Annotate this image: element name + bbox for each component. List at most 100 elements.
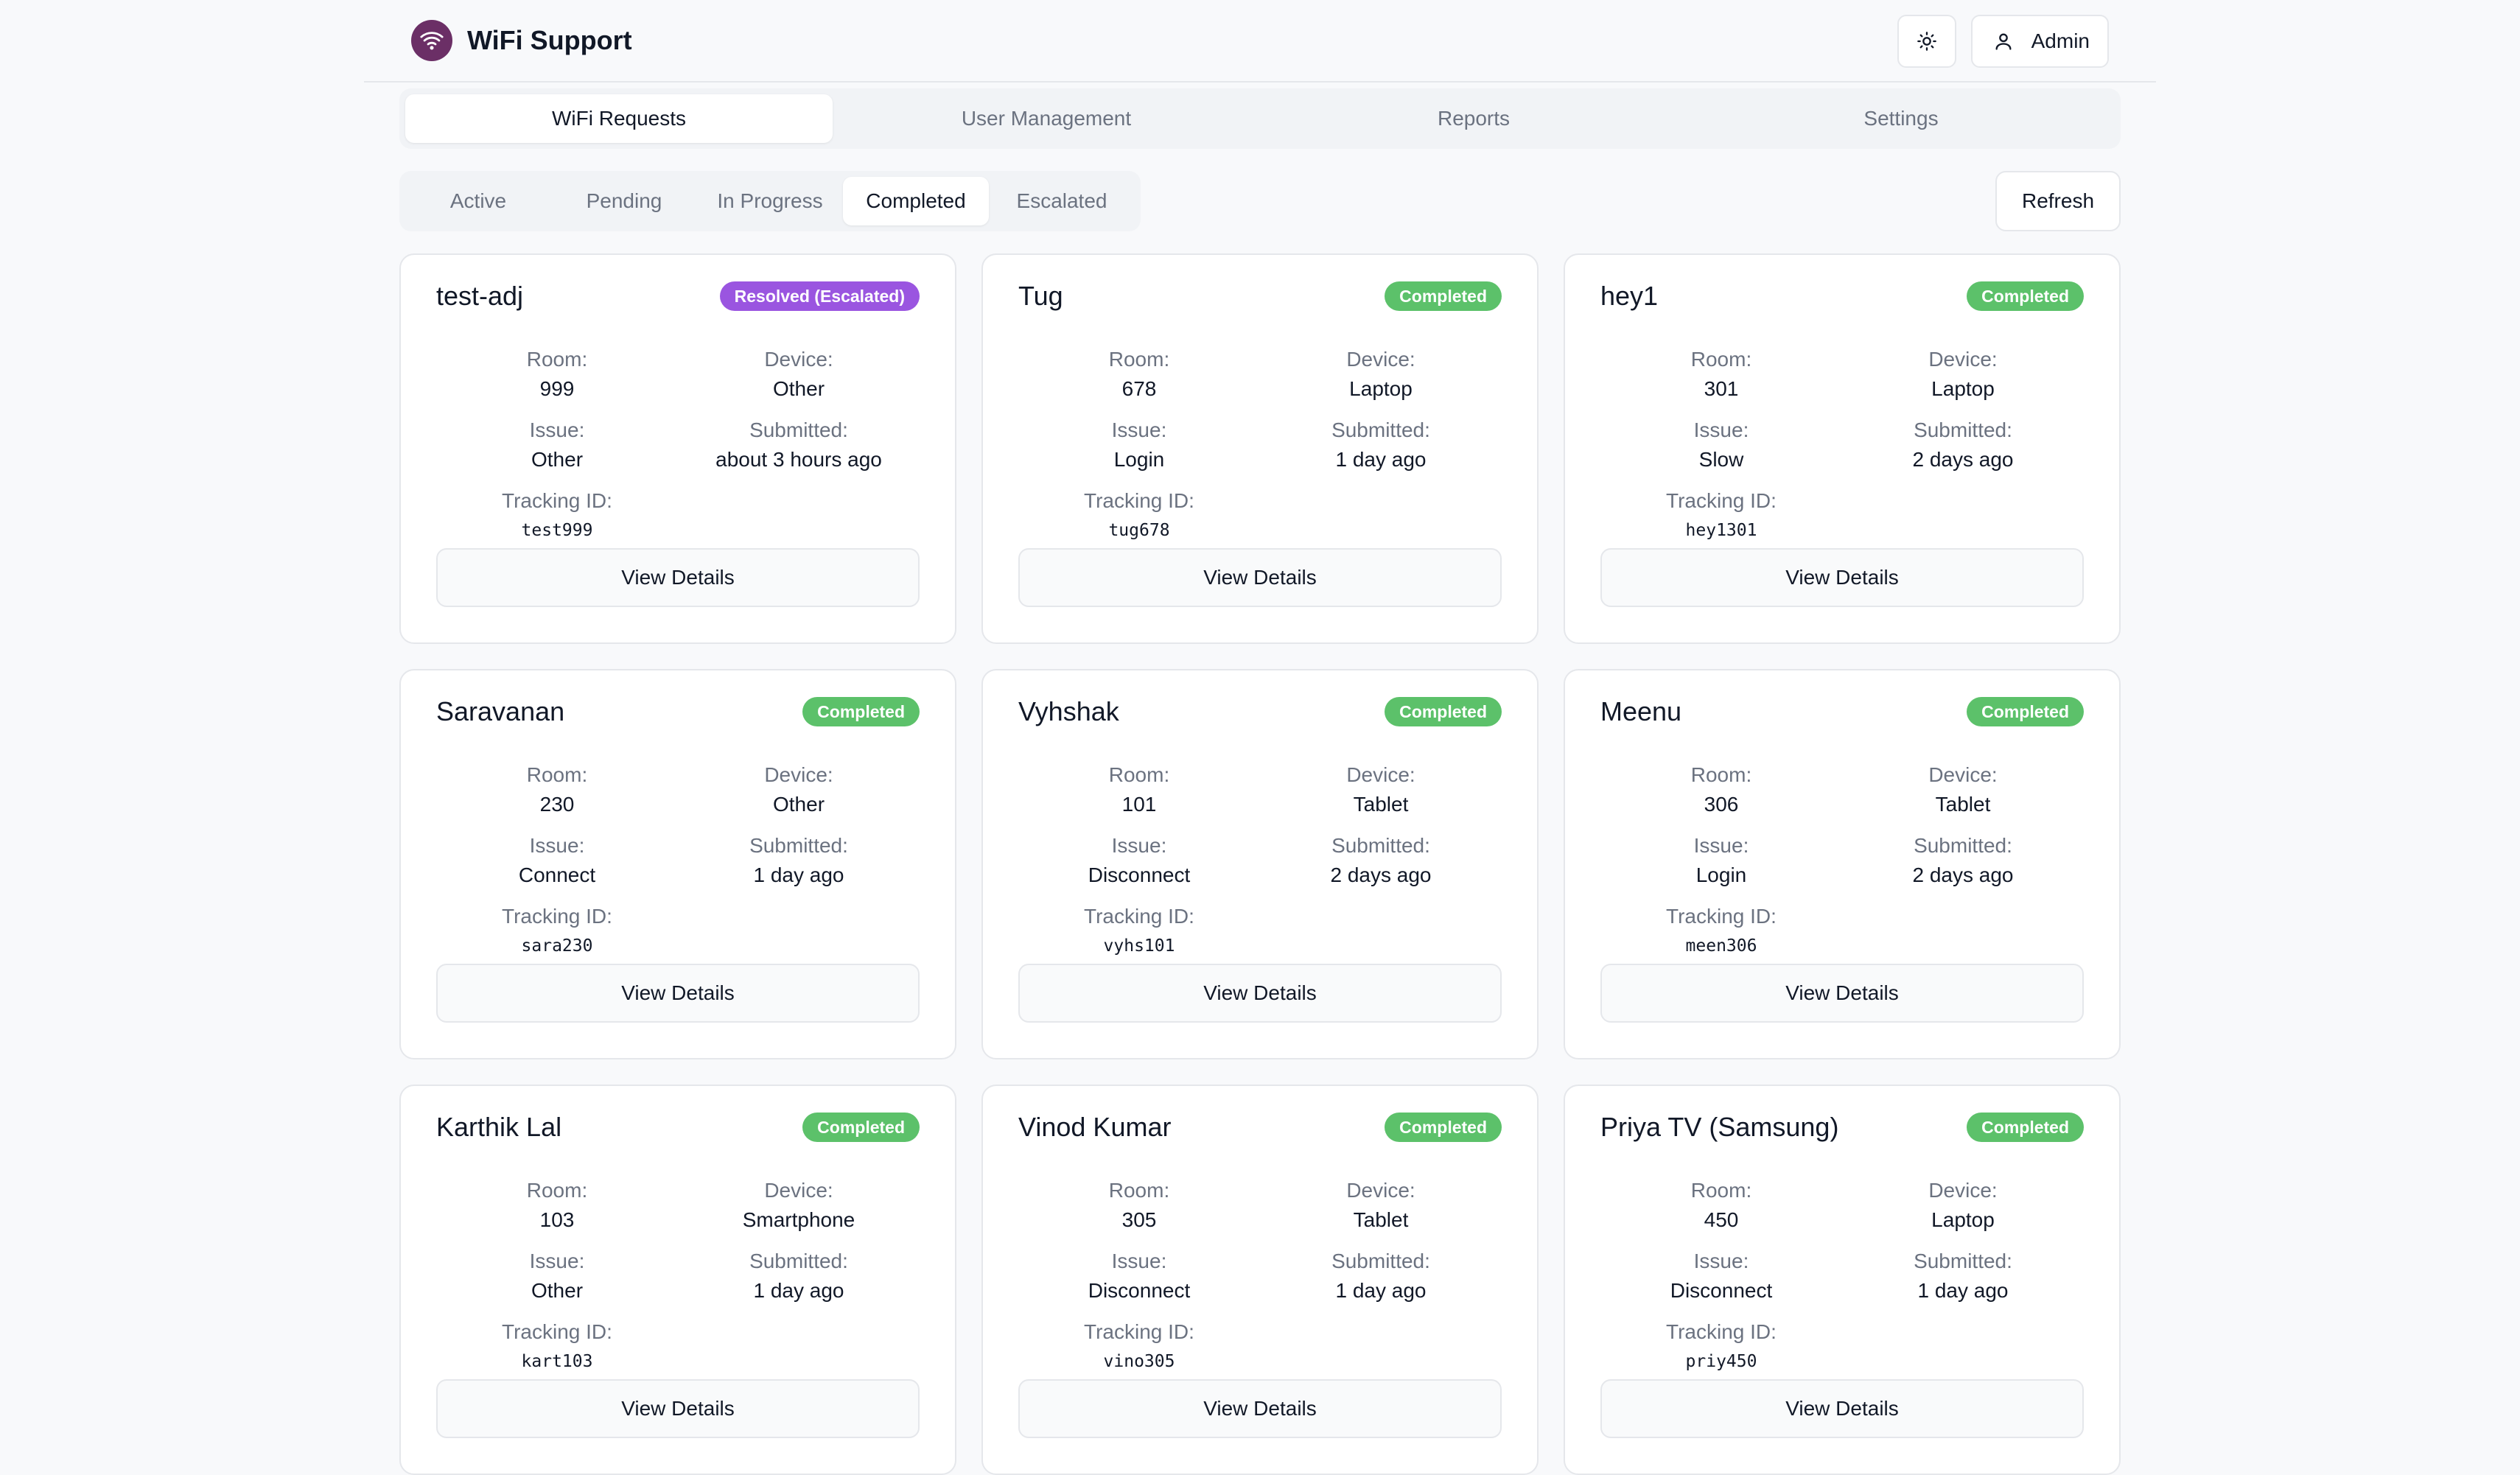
submitted-label: Submitted: [1914, 834, 2012, 857]
tracking-label: Tracking ID: [1084, 905, 1194, 928]
view-details-button[interactable]: View Details [1600, 964, 2084, 1023]
tab-wifi-requests[interactable]: WiFi Requests [405, 94, 833, 143]
wifi-icon [411, 20, 452, 61]
device-label: Device: [1928, 348, 1998, 371]
room-label: Room: [526, 1179, 588, 1202]
view-details-button[interactable]: View Details [1018, 548, 1502, 607]
status-badge: Completed [1967, 281, 2084, 311]
request-card: Vinod Kumar Completed Room: 305 Device: Ta… [981, 1085, 1539, 1475]
issue-label: Issue: [529, 1250, 585, 1272]
tab-completed[interactable]: Completed [843, 177, 989, 225]
device-value: Laptop [1931, 377, 1995, 400]
status-tabs: Active Pending In Progress Completed Esc… [399, 171, 1141, 231]
room-value: 230 [539, 793, 575, 816]
tab-active[interactable]: Active [449, 189, 507, 212]
submitted-label: Submitted: [1331, 834, 1430, 857]
room-value: 103 [539, 1208, 575, 1231]
sun-icon [1917, 31, 1937, 52]
device-value: Tablet [1935, 793, 1991, 816]
issue-value: Login [1113, 448, 1165, 471]
request-grid: test-adj Resolved (Escalated) Room: 999 D… [399, 253, 2121, 1475]
tracking-id: tug678 [1108, 521, 1170, 540]
tracking-id: vino305 [1103, 1352, 1175, 1371]
theme-toggle-button[interactable] [1897, 15, 1956, 68]
view-details-button[interactable]: View Details [436, 1379, 920, 1438]
submitted-value: 1 day ago [1335, 1279, 1427, 1302]
issue-label: Issue: [1111, 834, 1167, 857]
issue-value: Other [531, 448, 584, 471]
view-details-button[interactable]: View Details [436, 548, 920, 607]
refresh-button[interactable]: Refresh [1995, 171, 2121, 231]
submitted-value: 1 day ago [753, 1279, 844, 1302]
device-label: Device: [764, 1179, 833, 1202]
tracking-id: meen306 [1685, 936, 1757, 956]
issue-value: Slow [1698, 448, 1744, 471]
request-card: Saravanan Completed Room: 230 Device: Othe… [399, 669, 956, 1059]
tracking-label: Tracking ID: [1666, 1320, 1777, 1343]
device-value: Tablet [1353, 793, 1409, 816]
tracking-label: Tracking ID: [1084, 489, 1194, 512]
tab-settings[interactable]: Settings [1863, 107, 1939, 130]
issue-label: Issue: [529, 834, 585, 857]
device-label: Device: [764, 348, 833, 371]
requester-name: Vinod Kumar [1018, 1112, 1172, 1142]
tab-reports[interactable]: Reports [1437, 107, 1511, 130]
device-value: Laptop [1349, 377, 1413, 400]
view-details-button[interactable]: View Details [1600, 1379, 2084, 1438]
view-details-button[interactable]: View Details [1600, 548, 2084, 607]
requester-name: Vyhshak [1018, 696, 1119, 726]
tracking-label: Tracking ID: [1666, 489, 1777, 512]
status-badge: Completed [1967, 1113, 2084, 1142]
device-label: Device: [1346, 348, 1415, 371]
tab-pending[interactable]: Pending [586, 189, 662, 212]
device-value: Other [772, 793, 825, 816]
tracking-id: priy450 [1685, 1352, 1757, 1371]
device-value: Smartphone [742, 1208, 855, 1231]
tracking-label: Tracking ID: [1666, 905, 1777, 928]
tab-in-progress[interactable]: In Progress [717, 189, 823, 212]
room-value: 678 [1121, 377, 1157, 400]
request-card: Vyhshak Completed Room: 101 Device: Tablet… [981, 669, 1539, 1059]
submitted-value: 2 days ago [1330, 863, 1432, 886]
requester-name: Priya TV (Samsung) [1600, 1112, 1839, 1142]
request-card: hey1 Completed Room: 301 Device: Laptop Is… [1564, 253, 2121, 644]
tracking-id: sara230 [521, 936, 593, 956]
room-value: 306 [1704, 793, 1739, 816]
view-details-button[interactable]: View Details [436, 964, 920, 1023]
room-label: Room: [1690, 763, 1752, 786]
device-label: Device: [1928, 763, 1998, 786]
tab-escalated[interactable]: Escalated [1016, 189, 1107, 212]
room-label: Room: [526, 348, 588, 371]
submitted-value: 2 days ago [1912, 448, 2014, 471]
user-icon [1993, 31, 2014, 52]
requester-name: test-adj [436, 281, 524, 311]
submitted-label: Submitted: [1914, 418, 2012, 441]
app-title: WiFi Support [467, 25, 632, 55]
device-value: Tablet [1353, 1208, 1409, 1231]
tab-user-management[interactable]: User Management [961, 107, 1132, 130]
request-card: Karthik Lal Completed Room: 103 Device: Sm… [399, 1085, 956, 1475]
submitted-label: Submitted: [1914, 1250, 2012, 1272]
device-label: Device: [1346, 1179, 1415, 1202]
brand[interactable]: WiFi Support [411, 20, 632, 61]
submitted-value: 1 day ago [1335, 448, 1427, 471]
tracking-label: Tracking ID: [502, 489, 612, 512]
issue-label: Issue: [1111, 1250, 1167, 1272]
tracking-id: vyhs101 [1103, 936, 1175, 956]
device-label: Device: [764, 763, 833, 786]
issue-label: Issue: [529, 418, 585, 441]
view-details-button[interactable]: View Details [1018, 964, 1502, 1023]
request-card: Tug Completed Room: 678 Device: Laptop Iss… [981, 253, 1539, 644]
room-label: Room: [1690, 1179, 1752, 1202]
tracking-label: Tracking ID: [502, 905, 612, 928]
room-value: 305 [1121, 1208, 1157, 1231]
admin-menu-button[interactable]: Admin [1970, 15, 2109, 68]
issue-value: Other [531, 1279, 584, 1302]
submitted-value: 1 day ago [753, 863, 844, 886]
status-badge: Completed [802, 1113, 920, 1142]
requester-name: hey1 [1600, 281, 1659, 311]
submitted-label: Submitted: [1331, 1250, 1430, 1272]
status-badge: Completed [1385, 1113, 1502, 1142]
app-header: WiFi Support Admin [364, 0, 2156, 83]
view-details-button[interactable]: View Details [1018, 1379, 1502, 1438]
